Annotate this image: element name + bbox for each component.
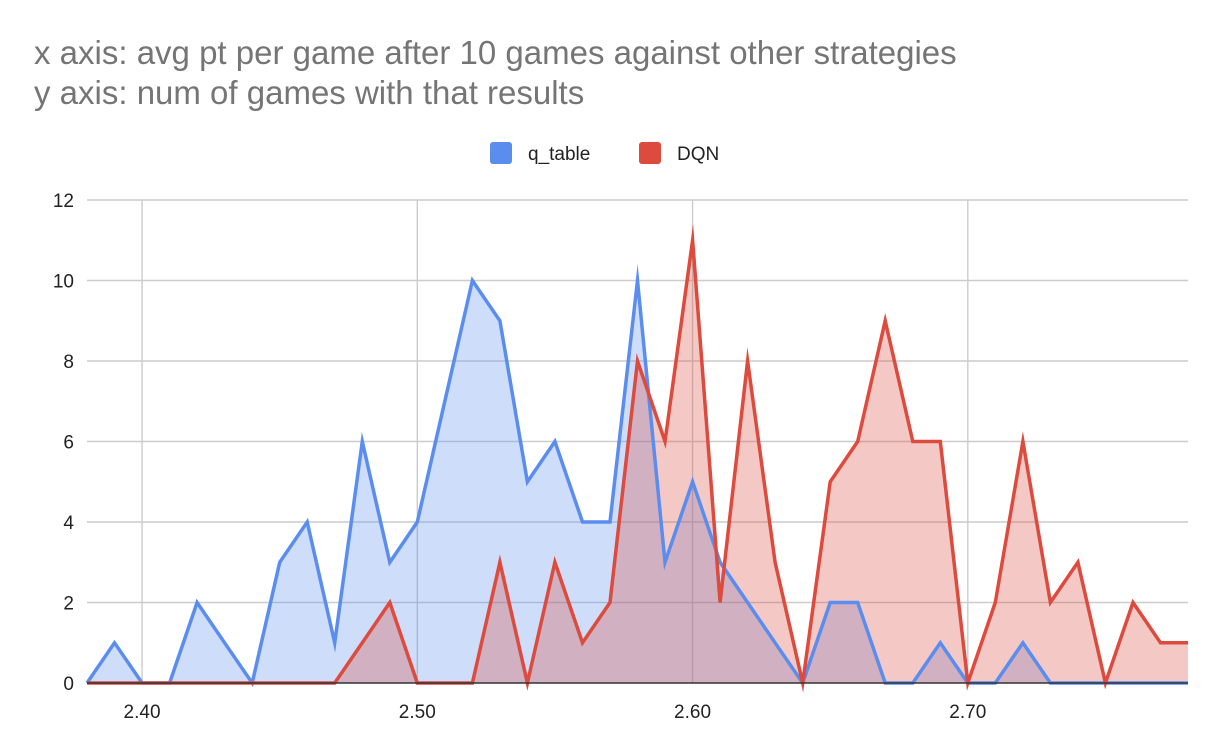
chart-title-line-1: x axis: avg pt per game after 10 games a… bbox=[34, 34, 957, 71]
legend-label-dqn: DQN bbox=[677, 144, 719, 165]
y-tick-label-10: 10 bbox=[53, 272, 74, 293]
x-tick-label-2.60: 2.60 bbox=[674, 702, 711, 723]
chart-areas bbox=[87, 240, 1188, 684]
legend: q_table DQN bbox=[490, 142, 719, 165]
x-tick-label-2.40: 2.40 bbox=[124, 702, 161, 723]
x-tick-label-2.70: 2.70 bbox=[949, 702, 986, 723]
legend-label-q-table: q_table bbox=[528, 144, 590, 165]
x-axis-ticks: 2.40 2.50 2.60 2.70 bbox=[124, 702, 987, 723]
x-tick-label-2.50: 2.50 bbox=[399, 702, 436, 723]
legend-swatch-dqn bbox=[639, 142, 661, 164]
series-line-q-table bbox=[85, 263, 1188, 688]
chart-title-line-2: y axis: num of games with that results bbox=[34, 74, 585, 111]
y-axis-ticks: 0 2 4 6 8 10 12 bbox=[53, 191, 75, 695]
y-tick-label-8: 8 bbox=[63, 352, 74, 373]
y-tick-label-12: 12 bbox=[53, 191, 74, 212]
area-fill-q-table bbox=[87, 280, 1188, 683]
legend-swatch-q-table bbox=[490, 142, 512, 164]
area-fill-dqn bbox=[87, 240, 1188, 684]
y-tick-label-2: 2 bbox=[63, 594, 74, 615]
y-tick-label-0: 0 bbox=[63, 674, 74, 695]
y-tick-label-4: 4 bbox=[63, 513, 74, 534]
y-tick-label-6: 6 bbox=[63, 433, 74, 454]
